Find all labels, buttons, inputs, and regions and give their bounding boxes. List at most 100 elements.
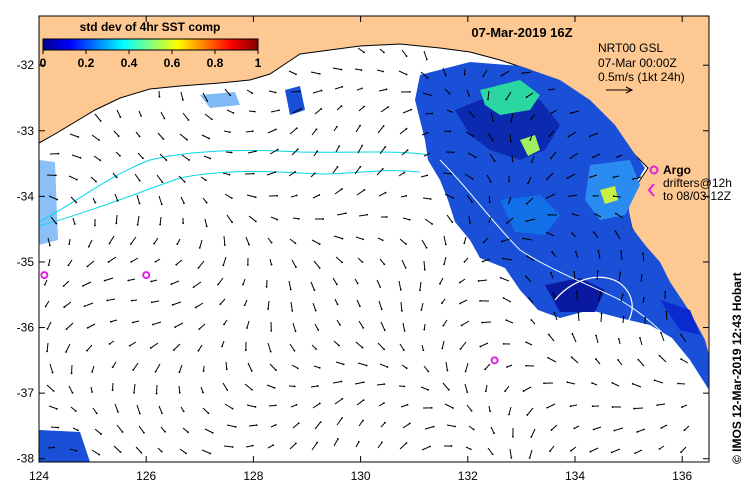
current-vector-head (295, 194, 298, 197)
current-vector-head (447, 388, 450, 391)
current-vector (198, 323, 206, 330)
current-vector-head (202, 391, 204, 394)
current-vector-head (549, 272, 552, 274)
current-vector (159, 216, 162, 225)
current-vector-head (617, 337, 620, 340)
current-vector-head (361, 144, 364, 147)
current-vector-head (188, 159, 190, 161)
current-vector-head (211, 431, 214, 434)
current-vector-head (487, 98, 489, 101)
current-vector (179, 448, 187, 454)
current-vector-head (86, 265, 89, 268)
current-vector (356, 189, 365, 196)
current-vector-head (489, 180, 492, 183)
current-vector-head (363, 51, 365, 54)
current-vector (590, 174, 598, 178)
contour-line-4 (554, 276, 633, 336)
current-vector-head (452, 151, 455, 154)
plot-frame (38, 15, 710, 463)
colorbar-tick-label: 1 (255, 56, 262, 70)
current-vector-head (217, 283, 219, 286)
current-vector-head (363, 105, 365, 108)
current-vector (444, 193, 454, 199)
current-vector (135, 131, 140, 137)
current-vector (504, 385, 510, 392)
current-vector-head (426, 77, 429, 79)
current-vector-head (546, 197, 548, 199)
current-vector-head (406, 149, 409, 152)
current-vector (152, 321, 162, 326)
current-vector-head (340, 380, 343, 383)
current-vector (444, 403, 454, 409)
current-vector (600, 313, 603, 323)
current-vector (680, 358, 689, 364)
current-vector (48, 258, 51, 266)
current-vector (622, 316, 625, 324)
current-vector-head (611, 382, 614, 384)
current-vector-head (276, 218, 279, 221)
current-vector-head (274, 128, 277, 131)
current-vector-head (358, 305, 361, 308)
current-vector (422, 92, 432, 96)
current-vector (442, 67, 447, 76)
current-vector (312, 194, 320, 199)
current-vector (358, 320, 364, 329)
current-vector-head (470, 409, 473, 412)
current-vector (568, 131, 577, 138)
current-vector-head (473, 115, 475, 118)
current-vector-head (100, 433, 102, 435)
current-vector (269, 363, 277, 371)
current-vector-head (187, 431, 189, 434)
current-vector (200, 176, 207, 181)
current-vector (332, 277, 338, 285)
current-vector-head (385, 88, 388, 91)
current-vector (311, 344, 317, 350)
current-vector (398, 280, 402, 290)
current-vector-head (275, 369, 277, 372)
current-vector (595, 213, 602, 218)
current-vector (290, 90, 300, 93)
current-vector-head (320, 89, 323, 92)
current-vector-head (452, 407, 454, 409)
current-vector-head (254, 220, 257, 223)
current-vector-head (423, 268, 426, 271)
current-vector (485, 384, 488, 392)
current-vector-head (493, 160, 496, 162)
current-vector (523, 386, 532, 392)
current-vector (661, 424, 668, 429)
current-vector (267, 128, 277, 134)
current-vector (268, 90, 276, 93)
current-vector-head (138, 202, 141, 205)
current-vector (332, 67, 342, 71)
current-vector-head (338, 145, 341, 148)
current-vector (593, 426, 602, 430)
current-vector (336, 319, 341, 326)
current-vector-head (634, 452, 636, 455)
current-vector-head (595, 358, 597, 360)
current-vector (202, 197, 208, 203)
current-vector-head (67, 264, 70, 267)
current-vector-head (525, 220, 528, 223)
current-vector-head (210, 118, 213, 121)
current-vector-head (381, 441, 383, 444)
current-vector-head (408, 218, 411, 221)
current-vector (221, 340, 225, 347)
current-vector-head (273, 386, 276, 389)
current-vector (357, 257, 363, 263)
current-vector (376, 383, 385, 386)
current-vector-head (600, 312, 603, 315)
current-vector-head (136, 223, 139, 226)
current-vector (421, 239, 427, 248)
current-vector (378, 402, 385, 407)
current-vector (376, 69, 384, 72)
current-vector-head (359, 124, 362, 127)
current-vector-head (163, 117, 166, 120)
current-vector-head (592, 194, 595, 197)
current-vector-head (243, 304, 246, 307)
current-vector (136, 404, 141, 414)
current-vector (354, 381, 364, 385)
current-vector-head (643, 296, 645, 299)
current-vector (291, 259, 297, 268)
current-vector-head (248, 243, 250, 246)
current-vector-head (665, 310, 668, 313)
